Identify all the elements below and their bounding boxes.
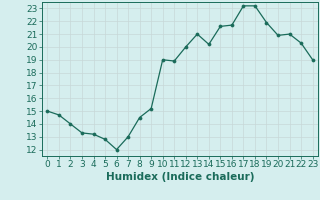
X-axis label: Humidex (Indice chaleur): Humidex (Indice chaleur) xyxy=(106,172,254,182)
